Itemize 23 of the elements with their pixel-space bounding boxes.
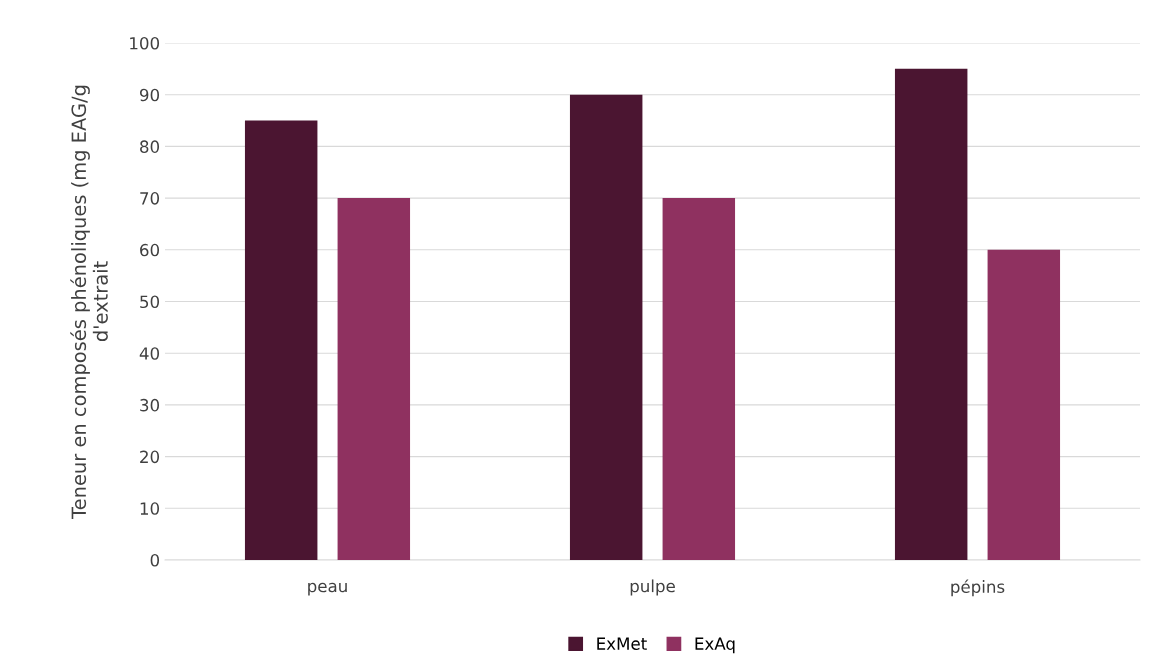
y-tick-label: 30 [140, 398, 160, 412]
y-tick-label: 40 [139, 347, 160, 360]
y-axis-title: Teneur en composés phénoliques (mg EAG/g d'extrait [70, 85, 108, 519]
y-tick-label: 50 [140, 295, 160, 309]
bar [569, 94, 643, 560]
y-tick-label: 20 [140, 450, 160, 464]
y-tick-label: 90 [139, 88, 160, 102]
y-tick-label: 10 [140, 502, 160, 515]
y-tick-label: 70 [140, 192, 160, 205]
legend-label: ExMet [597, 637, 647, 650]
bar [662, 198, 736, 560]
y-tick-label: 0 [150, 553, 160, 567]
bar [894, 68, 968, 560]
legend-label: ExAq [695, 637, 735, 654]
x-tick-label: peau [308, 582, 347, 596]
x-tick-label: pulpe [630, 579, 675, 596]
bar [987, 249, 1061, 560]
x-tick-label: pépins [951, 579, 1005, 597]
y-tick-label: 100 [130, 36, 160, 50]
bar [244, 120, 318, 560]
bar [337, 198, 411, 560]
y-tick-label: 60 [140, 243, 160, 257]
y-tick-label: 80 [140, 140, 160, 153]
